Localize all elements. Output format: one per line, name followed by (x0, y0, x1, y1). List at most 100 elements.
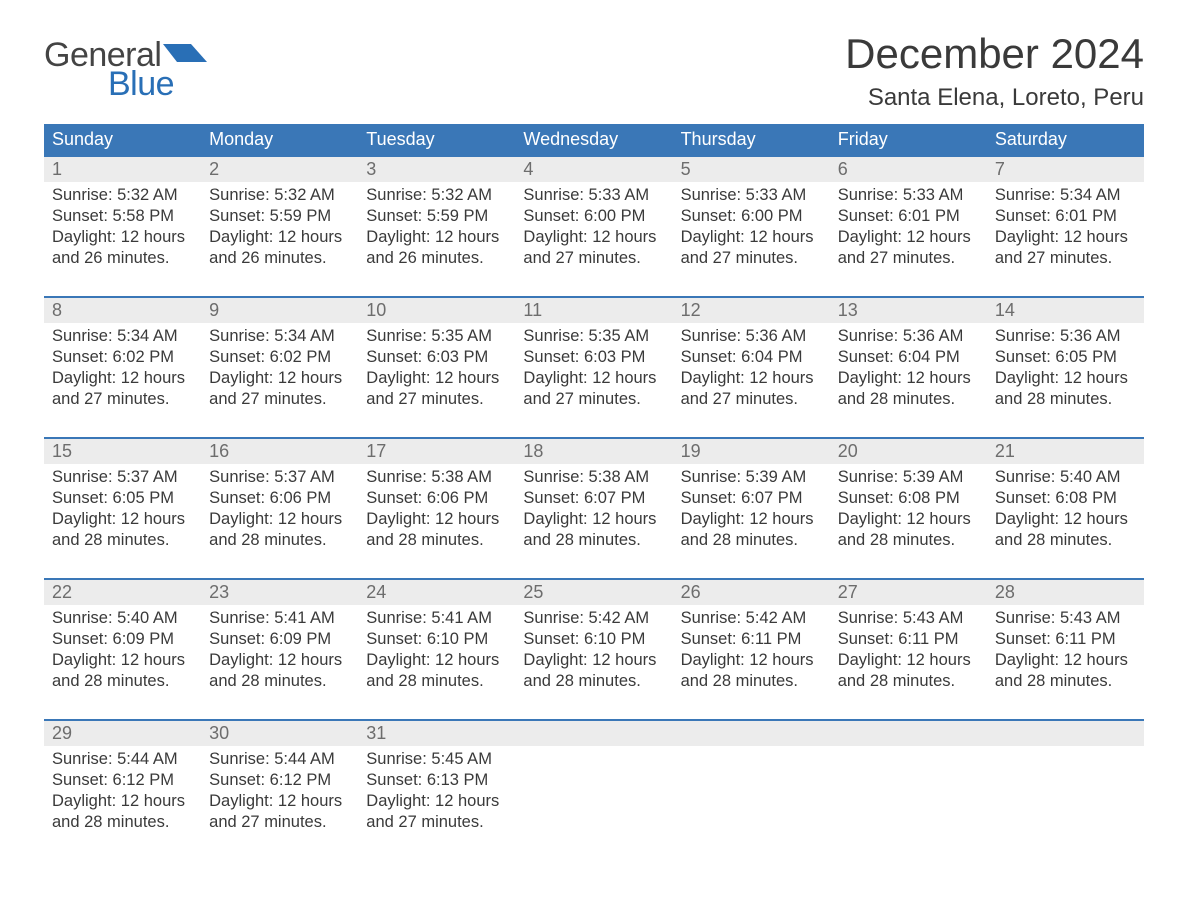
daylight-text: Daylight: 12 hours (523, 509, 664, 530)
sunrise-text: Sunrise: 5:35 AM (366, 326, 507, 347)
sunrise-text: Sunrise: 5:42 AM (681, 608, 822, 629)
daylight-text: and 28 minutes. (52, 812, 193, 833)
sunrise-text: Sunrise: 5:41 AM (366, 608, 507, 629)
daylight-text: Daylight: 12 hours (681, 650, 822, 671)
sunrise-text: Sunrise: 5:39 AM (681, 467, 822, 488)
sunset-text: Sunset: 6:09 PM (52, 629, 193, 650)
sunset-text: Sunset: 6:11 PM (995, 629, 1136, 650)
day-cell: Sunrise: 5:33 AMSunset: 6:00 PMDaylight:… (673, 182, 830, 274)
location-subtitle: Santa Elena, Loreto, Peru (845, 84, 1144, 112)
date-number: 15 (44, 439, 201, 464)
day-cell (515, 746, 672, 838)
daylight-text: and 28 minutes. (52, 671, 193, 692)
date-number: 10 (358, 298, 515, 323)
day-cell: Sunrise: 5:34 AMSunset: 6:01 PMDaylight:… (987, 182, 1144, 274)
date-number: 8 (44, 298, 201, 323)
sunrise-text: Sunrise: 5:33 AM (523, 185, 664, 206)
date-number-row: 1234567 (44, 155, 1144, 182)
daylight-text: and 27 minutes. (209, 389, 350, 410)
day-cell: Sunrise: 5:45 AMSunset: 6:13 PMDaylight:… (358, 746, 515, 838)
sunset-text: Sunset: 6:05 PM (52, 488, 193, 509)
sunset-text: Sunset: 6:04 PM (681, 347, 822, 368)
sunset-text: Sunset: 6:03 PM (523, 347, 664, 368)
daylight-text: and 28 minutes. (995, 389, 1136, 410)
date-number-row: 891011121314 (44, 296, 1144, 323)
date-number: 25 (515, 580, 672, 605)
date-number: 20 (830, 439, 987, 464)
day-cell: Sunrise: 5:36 AMSunset: 6:05 PMDaylight:… (987, 323, 1144, 415)
daylight-text: and 28 minutes. (838, 530, 979, 551)
sunrise-text: Sunrise: 5:36 AM (838, 326, 979, 347)
date-number: 2 (201, 157, 358, 182)
sunset-text: Sunset: 6:12 PM (52, 770, 193, 791)
daylight-text: and 27 minutes. (995, 248, 1136, 269)
sunset-text: Sunset: 6:10 PM (523, 629, 664, 650)
date-number: 11 (515, 298, 672, 323)
sunset-text: Sunset: 6:10 PM (366, 629, 507, 650)
day-cell: Sunrise: 5:44 AMSunset: 6:12 PMDaylight:… (44, 746, 201, 838)
sunrise-text: Sunrise: 5:41 AM (209, 608, 350, 629)
daylight-text: Daylight: 12 hours (366, 791, 507, 812)
day-cell: Sunrise: 5:33 AMSunset: 6:01 PMDaylight:… (830, 182, 987, 274)
sunrise-text: Sunrise: 5:34 AM (209, 326, 350, 347)
sunset-text: Sunset: 6:13 PM (366, 770, 507, 791)
daylight-text: Daylight: 12 hours (523, 650, 664, 671)
date-number: 21 (987, 439, 1144, 464)
daylight-text: and 27 minutes. (209, 812, 350, 833)
calendar-week: 1234567Sunrise: 5:32 AMSunset: 5:58 PMDa… (44, 155, 1144, 274)
sunrise-text: Sunrise: 5:36 AM (681, 326, 822, 347)
daylight-text: Daylight: 12 hours (209, 791, 350, 812)
weekday-header: Saturday (987, 124, 1144, 155)
calendar-week: 15161718192021Sunrise: 5:37 AMSunset: 6:… (44, 437, 1144, 556)
date-number: 19 (673, 439, 830, 464)
date-number: 26 (673, 580, 830, 605)
day-cell: Sunrise: 5:40 AMSunset: 6:09 PMDaylight:… (44, 605, 201, 697)
sunset-text: Sunset: 6:08 PM (995, 488, 1136, 509)
weekday-header: Thursday (673, 124, 830, 155)
date-number: 3 (358, 157, 515, 182)
day-cell: Sunrise: 5:33 AMSunset: 6:00 PMDaylight:… (515, 182, 672, 274)
sunrise-text: Sunrise: 5:38 AM (366, 467, 507, 488)
daylight-text: Daylight: 12 hours (681, 509, 822, 530)
date-number (673, 721, 830, 746)
calendar: Sunday Monday Tuesday Wednesday Thursday… (44, 124, 1144, 838)
daylight-text: and 26 minutes. (209, 248, 350, 269)
daylight-text: Daylight: 12 hours (995, 227, 1136, 248)
day-cell: Sunrise: 5:38 AMSunset: 6:07 PMDaylight:… (515, 464, 672, 556)
date-number: 18 (515, 439, 672, 464)
day-data-row: Sunrise: 5:34 AMSunset: 6:02 PMDaylight:… (44, 323, 1144, 415)
daylight-text: Daylight: 12 hours (995, 509, 1136, 530)
sunset-text: Sunset: 6:03 PM (366, 347, 507, 368)
date-number: 27 (830, 580, 987, 605)
sunrise-text: Sunrise: 5:37 AM (52, 467, 193, 488)
date-number: 24 (358, 580, 515, 605)
daylight-text: Daylight: 12 hours (52, 227, 193, 248)
daylight-text: Daylight: 12 hours (209, 509, 350, 530)
day-cell (673, 746, 830, 838)
sunset-text: Sunset: 6:00 PM (523, 206, 664, 227)
date-number: 28 (987, 580, 1144, 605)
sunset-text: Sunset: 6:07 PM (523, 488, 664, 509)
sunrise-text: Sunrise: 5:33 AM (681, 185, 822, 206)
daylight-text: Daylight: 12 hours (995, 368, 1136, 389)
sunset-text: Sunset: 6:06 PM (209, 488, 350, 509)
weekday-header: Wednesday (515, 124, 672, 155)
date-number: 14 (987, 298, 1144, 323)
day-data-row: Sunrise: 5:32 AMSunset: 5:58 PMDaylight:… (44, 182, 1144, 274)
sunrise-text: Sunrise: 5:34 AM (52, 326, 193, 347)
date-number: 1 (44, 157, 201, 182)
day-cell: Sunrise: 5:41 AMSunset: 6:09 PMDaylight:… (201, 605, 358, 697)
daylight-text: Daylight: 12 hours (366, 650, 507, 671)
daylight-text: Daylight: 12 hours (838, 227, 979, 248)
sunrise-text: Sunrise: 5:40 AM (995, 467, 1136, 488)
daylight-text: and 27 minutes. (366, 389, 507, 410)
daylight-text: and 28 minutes. (995, 671, 1136, 692)
day-cell: Sunrise: 5:44 AMSunset: 6:12 PMDaylight:… (201, 746, 358, 838)
page-title: December 2024 (845, 30, 1144, 78)
daylight-text: Daylight: 12 hours (523, 227, 664, 248)
daylight-text: and 28 minutes. (52, 530, 193, 551)
day-cell: Sunrise: 5:43 AMSunset: 6:11 PMDaylight:… (830, 605, 987, 697)
daylight-text: and 27 minutes. (838, 248, 979, 269)
daylight-text: and 28 minutes. (523, 671, 664, 692)
day-cell: Sunrise: 5:35 AMSunset: 6:03 PMDaylight:… (515, 323, 672, 415)
